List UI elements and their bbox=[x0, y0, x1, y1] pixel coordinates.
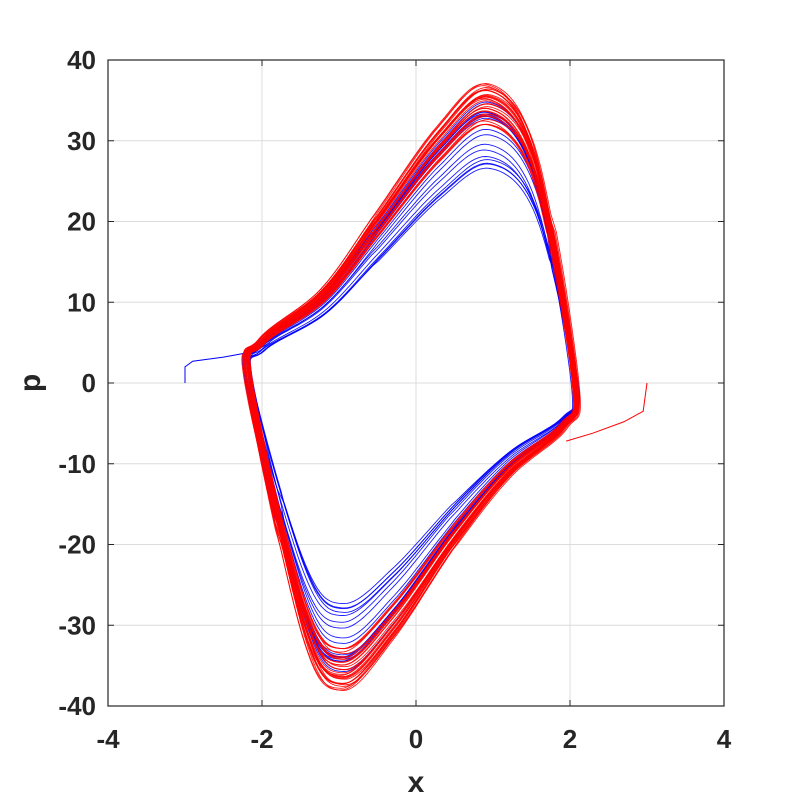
attractor-loop bbox=[247, 107, 575, 666]
transient-line bbox=[566, 382, 648, 442]
y-tick-label: -40 bbox=[58, 691, 96, 721]
x-axis-label: x bbox=[408, 766, 425, 799]
y-tick-label: 20 bbox=[67, 207, 96, 237]
y-axis-label: p bbox=[14, 374, 47, 392]
x-tick-label: -2 bbox=[250, 724, 273, 754]
grid bbox=[108, 60, 724, 706]
x-tick-label: 2 bbox=[563, 724, 577, 754]
y-tick-label: -30 bbox=[58, 610, 96, 640]
y-tick-label: -20 bbox=[58, 530, 96, 560]
x-tick-label: 4 bbox=[717, 724, 732, 754]
y-tick-label: 30 bbox=[67, 126, 96, 156]
x-tick-labels: -4 -2 0 2 4 bbox=[96, 724, 731, 754]
trajectory-series bbox=[184, 83, 648, 691]
y-tick-labels: -40 -30 -20 -10 0 10 20 30 40 bbox=[58, 45, 96, 721]
attractor-loop bbox=[248, 123, 577, 650]
x-tick-label: 0 bbox=[409, 724, 423, 754]
axis-ticks bbox=[107, 59, 725, 707]
attractor-loop bbox=[248, 119, 580, 654]
x-tick-label: -4 bbox=[96, 724, 120, 754]
attractor-loop bbox=[246, 89, 576, 685]
series-red bbox=[241, 83, 648, 691]
y-tick-label: -10 bbox=[58, 449, 96, 479]
y-tick-label: 0 bbox=[82, 368, 96, 398]
y-tick-label: 40 bbox=[67, 45, 96, 75]
attractor-loop bbox=[247, 93, 579, 680]
y-tick-label: 10 bbox=[67, 287, 96, 317]
